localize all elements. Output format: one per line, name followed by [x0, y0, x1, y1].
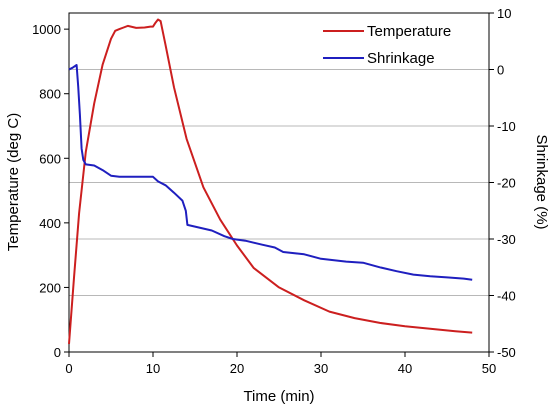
series-line-temperature	[68, 18, 473, 344]
y-tick-label: 600	[39, 151, 61, 166]
x-tick-label: 50	[482, 361, 496, 376]
y2-tick-label: -50	[497, 345, 516, 360]
y2-tick-label: -10	[497, 119, 516, 134]
y2-tick-label: -20	[497, 176, 516, 191]
y2-tick-label: -40	[497, 289, 516, 304]
y2-tick-label: -30	[497, 232, 516, 247]
x-tick-label: 20	[230, 361, 244, 376]
y-axis-left-title: Temperature (deg C)	[5, 113, 22, 251]
y2-tick-label: 10	[497, 6, 511, 21]
y2-tick-label: 0	[497, 63, 504, 78]
x-tick-label: 30	[314, 361, 328, 376]
y-tick-label: 400	[39, 216, 61, 231]
x-axis-title: Time (min)	[243, 388, 314, 405]
y-tick-label: 1000	[32, 22, 61, 37]
x-tick-label: 40	[398, 361, 412, 376]
y-axis-right-ticks: 10 0 -10 -20 -30 -40 -50	[489, 6, 516, 360]
y-tick-label: 200	[39, 280, 61, 295]
series-layer	[68, 18, 473, 344]
y-axis-left-ticks: 0 200 400 600 800 1000	[32, 22, 69, 360]
legend: Temperature Shrinkage	[323, 23, 451, 67]
y-axis-right-title: Shrinkage (%)	[533, 134, 550, 229]
x-tick-label: 10	[146, 361, 160, 376]
gridlines	[69, 69, 489, 296]
y-tick-label: 0	[54, 345, 61, 360]
legend-label-shrinkage: Shrinkage	[367, 50, 435, 67]
x-axis-ticks: 0 10 20 30 40 50	[65, 352, 496, 376]
x-tick-label: 0	[65, 361, 72, 376]
legend-label-temperature: Temperature	[367, 23, 451, 40]
series-line-shrinkage	[68, 64, 473, 281]
y-tick-label: 800	[39, 87, 61, 102]
